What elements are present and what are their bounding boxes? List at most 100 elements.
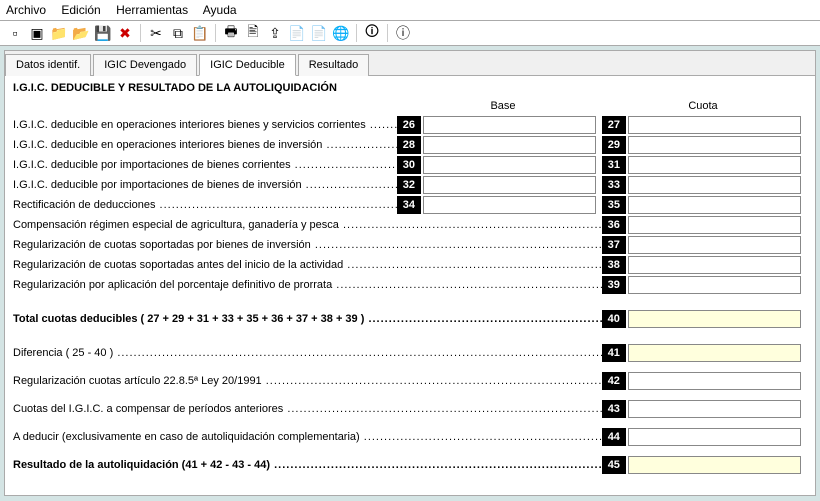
cell-number: 27 <box>602 116 626 134</box>
cell-number: 37 <box>602 236 626 254</box>
menu-herramientas[interactable]: Herramientas <box>116 3 188 17</box>
header-base: Base <box>403 100 603 112</box>
tab-igic-deducible[interactable]: IGIC Deducible <box>199 54 296 76</box>
base-input[interactable] <box>423 156 596 174</box>
result-row: Regularización cuotas artículo 22.8.5ª L… <box>13 372 807 390</box>
form-row: I.G.I.C. deducible en operaciones interi… <box>13 116 807 134</box>
toolbar-separator <box>140 24 141 42</box>
paste-icon[interactable]: 📋 <box>191 24 209 42</box>
form-row: Regularización por aplicación del porcen… <box>13 276 807 294</box>
form-row: I.G.I.C. deducible en operaciones interi… <box>13 136 807 154</box>
cuota-input[interactable] <box>628 216 801 234</box>
cell-number: 36 <box>602 216 626 234</box>
print2-icon[interactable]: 🖹 <box>244 24 262 42</box>
toolbar-separator <box>215 24 216 42</box>
menu-archivo[interactable]: Archivo <box>6 3 46 17</box>
form-row: Regularización de cuotas soportadas por … <box>13 236 807 254</box>
cuota-input[interactable] <box>628 116 801 134</box>
cell-number: 29 <box>602 136 626 154</box>
tab-resultado[interactable]: Resultado <box>298 54 370 76</box>
row-label: Regularización de cuotas soportadas por … <box>13 239 602 251</box>
web-icon[interactable]: 🌐 <box>332 24 350 42</box>
cell-number: 33 <box>602 176 626 194</box>
cell-number: 26 <box>397 116 421 134</box>
row-label: I.G.I.C. deducible por importaciones de … <box>13 159 397 171</box>
result-row: A deducir (exclusivamente en caso de aut… <box>13 428 807 446</box>
cuota-input[interactable] <box>628 176 801 194</box>
new-icon[interactable]: ▫ <box>6 24 24 42</box>
header-cuota: Cuota <box>603 100 803 112</box>
open-icon[interactable]: ▣ <box>28 24 46 42</box>
row-label: Regularización cuotas artículo 22.8.5ª L… <box>13 375 602 387</box>
row-label: Regularización de cuotas soportadas ante… <box>13 259 602 271</box>
cuota-input[interactable] <box>628 428 801 446</box>
result-row: Diferencia ( 25 - 40 )41 <box>13 344 807 362</box>
cut-icon[interactable]: ✂ <box>147 24 165 42</box>
pdf-icon[interactable]: 📄 <box>288 24 306 42</box>
menu-ayuda[interactable]: Ayuda <box>203 3 237 17</box>
tab-igic-devengado[interactable]: IGIC Devengado <box>93 54 197 76</box>
row-label: Rectificación de deducciones <box>13 199 397 211</box>
save-icon[interactable]: 💾 <box>94 24 112 42</box>
cell-number: 34 <box>397 196 421 214</box>
row-label: A deducir (exclusivamente en caso de aut… <box>13 431 602 443</box>
toolbar-separator <box>387 24 388 42</box>
total-row: Total cuotas deducibles ( 27 + 29 + 31 +… <box>13 310 807 328</box>
result-row: Resultado de la autoliquidación (41 + 42… <box>13 456 807 474</box>
cell-number: 44 <box>602 428 626 446</box>
form-row: Rectificación de deducciones34 35 <box>13 196 807 214</box>
folder-icon[interactable]: 📁 <box>50 24 68 42</box>
menu-edicion[interactable]: Edición <box>61 3 100 17</box>
cell-number: 38 <box>602 256 626 274</box>
cuota-input[interactable] <box>628 196 801 214</box>
tab-datos-identif[interactable]: Datos identif. <box>5 54 91 76</box>
cuota-input <box>628 456 801 474</box>
cuota-input[interactable] <box>628 276 801 294</box>
cuota-output <box>628 310 801 328</box>
copy-icon[interactable]: ⧉ <box>169 24 187 42</box>
toolbar: ▫ ▣ 📁 📂 💾 ✖ ✂ ⧉ 📋 🖶 🖹 ⇪ 📄 📄 🌐 🛈 ⓘ <box>0 21 820 46</box>
cuota-input[interactable] <box>628 400 801 418</box>
cell-number: 28 <box>397 136 421 154</box>
form-row: Regularización de cuotas soportadas ante… <box>13 256 807 274</box>
cuota-input[interactable] <box>628 156 801 174</box>
cuota-input[interactable] <box>628 256 801 274</box>
cell-number: 42 <box>602 372 626 390</box>
delete-icon[interactable]: ✖ <box>116 24 134 42</box>
cuota-input[interactable] <box>628 372 801 390</box>
row-label: Regularización por aplicación del porcen… <box>13 279 602 291</box>
cuota-input[interactable] <box>628 136 801 154</box>
tabs: Datos identif. IGIC Devengado IGIC Deduc… <box>5 51 815 76</box>
base-input[interactable] <box>423 176 596 194</box>
row-label: I.G.I.C. deducible por importaciones de … <box>13 179 397 191</box>
pdf2-icon[interactable]: 📄 <box>310 24 328 42</box>
cell-number: 31 <box>602 156 626 174</box>
folder-open-icon[interactable]: 📂 <box>72 24 90 42</box>
print-icon[interactable]: 🖶 <box>222 24 240 42</box>
form-row: Compensación régimen especial de agricul… <box>13 216 807 234</box>
export-icon[interactable]: ⇪ <box>266 24 284 42</box>
panel-igic-deducible: I.G.I.C. DEDUCIBLE Y RESULTADO DE LA AUT… <box>5 76 815 496</box>
menubar: Archivo Edición Herramientas Ayuda <box>0 0 820 21</box>
info-icon[interactable]: ⓘ <box>394 24 412 42</box>
row-label: Compensación régimen especial de agricul… <box>13 219 602 231</box>
row-label: I.G.I.C. deducible en operaciones interi… <box>13 119 397 131</box>
toolbar-separator <box>356 24 357 42</box>
cell-number: 32 <box>397 176 421 194</box>
cuota-input[interactable] <box>628 236 801 254</box>
base-input[interactable] <box>423 196 596 214</box>
cuota-input <box>628 344 801 362</box>
result-row: Cuotas del I.G.I.C. a compensar de perío… <box>13 400 807 418</box>
form-row: I.G.I.C. deducible por importaciones de … <box>13 156 807 174</box>
panel-title: I.G.I.C. DEDUCIBLE Y RESULTADO DE LA AUT… <box>13 82 807 94</box>
help-icon[interactable]: 🛈 <box>363 24 381 42</box>
cell-number: 40 <box>602 310 626 328</box>
base-input[interactable] <box>423 136 596 154</box>
form-row: I.G.I.C. deducible por importaciones de … <box>13 176 807 194</box>
base-input[interactable] <box>423 116 596 134</box>
cell-number: 30 <box>397 156 421 174</box>
row-label: Total cuotas deducibles ( 27 + 29 + 31 +… <box>13 313 602 325</box>
cell-number: 35 <box>602 196 626 214</box>
row-label: I.G.I.C. deducible en operaciones interi… <box>13 139 397 151</box>
cell-number: 39 <box>602 276 626 294</box>
